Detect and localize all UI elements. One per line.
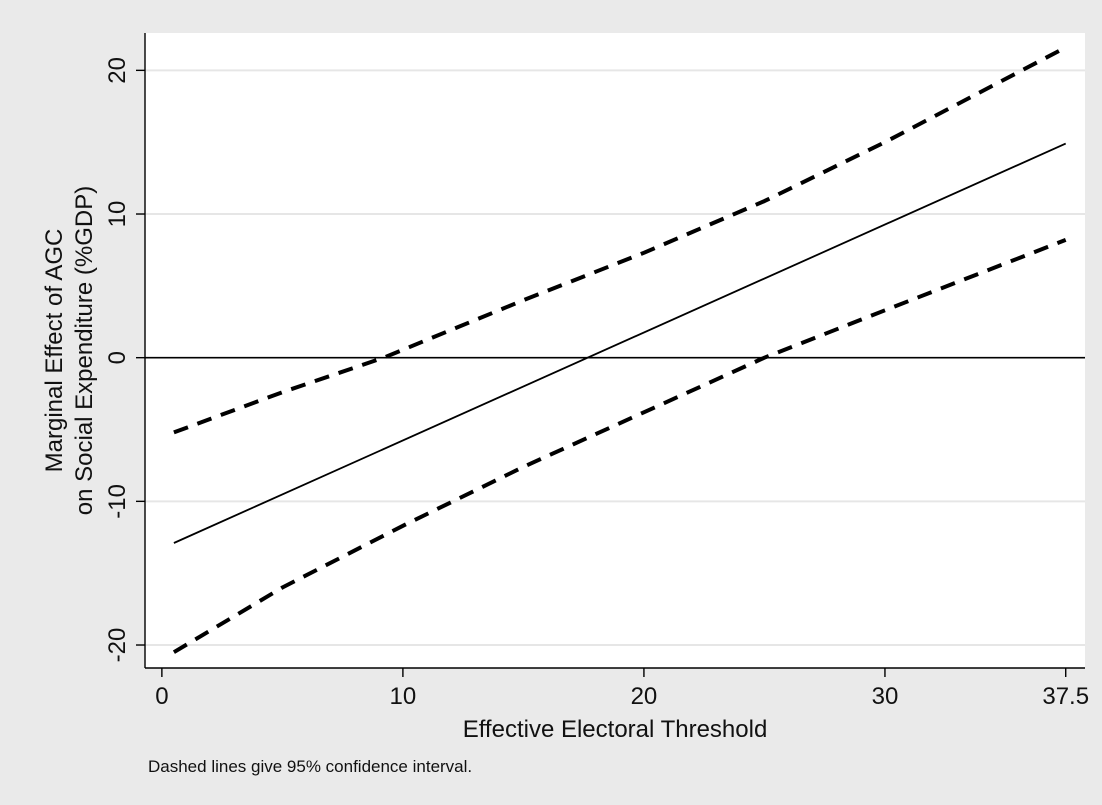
axes <box>144 33 1085 669</box>
confidence-interval-note: Dashed lines give 95% confidence interva… <box>148 757 473 776</box>
x-tick-label: 20 <box>631 683 658 710</box>
x-tick-label: 30 <box>872 683 899 710</box>
y-axis-label: Marginal Effect of AGC on Social Expendit… <box>41 186 98 515</box>
grid-lines <box>145 69 1085 647</box>
x-tick-label: 0 <box>155 683 168 710</box>
series-lower-ci <box>172 238 1067 654</box>
y-axis-ticks: -20 -10 0 10 20 <box>104 57 145 662</box>
series-estimate <box>173 142 1067 544</box>
y-tick-label: 20 <box>104 57 131 84</box>
y-tick-label: 10 <box>104 201 131 228</box>
series-lines <box>172 45 1067 654</box>
y-axis-label-line: on Social Expenditure (%GDP) <box>71 186 98 515</box>
x-axis-label: Effective Electoral Threshold <box>463 716 768 743</box>
x-tick-label: 10 <box>390 683 417 710</box>
series-upper-ci <box>173 45 1067 435</box>
plot-area <box>145 33 1085 668</box>
x-axis-ticks: 0 10 20 30 37.5 <box>155 668 1089 710</box>
y-tick-label: -10 <box>104 484 131 519</box>
x-tick-label: 37.5 <box>1042 683 1089 710</box>
y-axis-label-line: Marginal Effect of AGC <box>41 229 68 473</box>
y-tick-label: 0 <box>104 351 131 364</box>
y-tick-label: -20 <box>104 628 131 663</box>
